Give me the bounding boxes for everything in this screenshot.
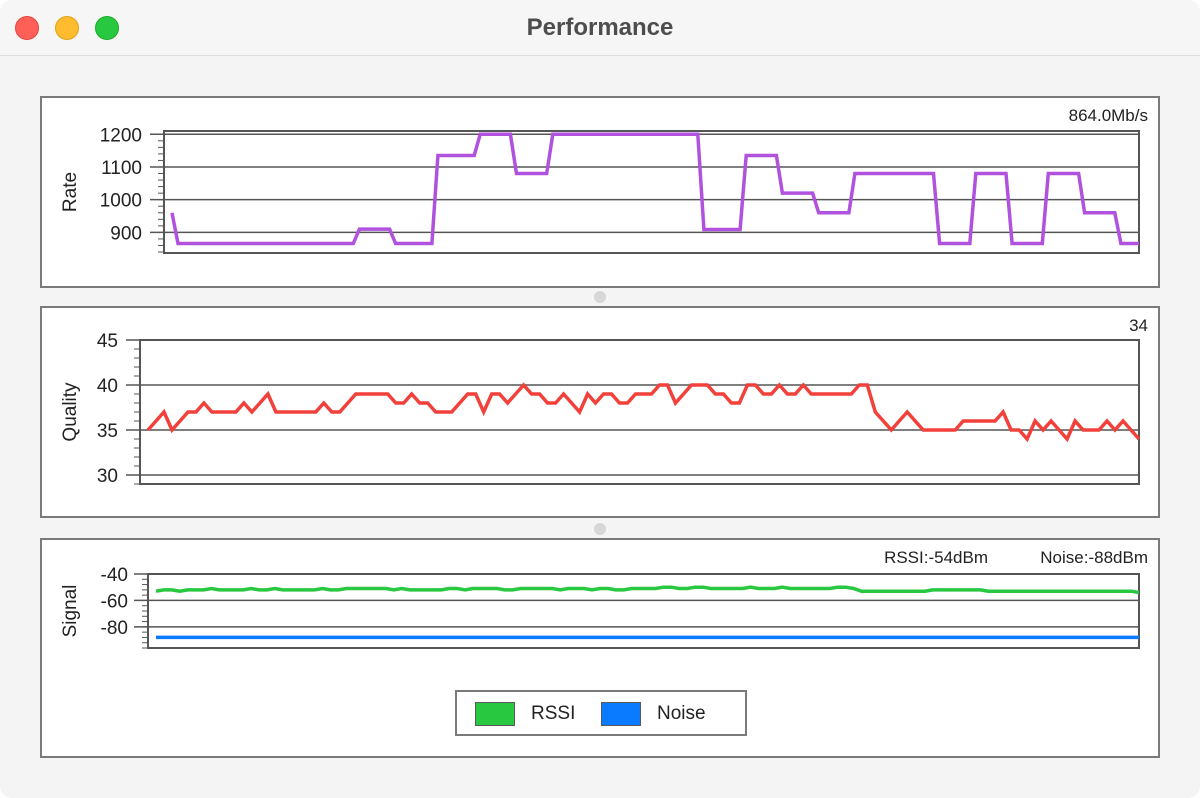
legend-noise-label: Noise [657,703,706,724]
zoom-button[interactable] [95,16,119,40]
quality-panel: 34 30 35 40 45 Quality [40,306,1160,518]
y-tick-label: 45 [97,331,118,352]
y-tick-label: 40 [97,376,118,397]
signal-chart: -40 -60 -80 Signal [60,565,1140,649]
rssi-swatch [475,702,515,726]
legend-rssi-label: RSSI [531,703,576,724]
rate-chart: 900 1000 1100 1200 Rate [60,125,1140,254]
rate-panel: 864.0Mb/s 900 1000 1100 1200 Rate [40,96,1160,288]
quality-readout: 34 [1129,316,1148,335]
plot-frame [163,130,1140,254]
title-bar[interactable]: Performance [0,0,1200,56]
window-title: Performance [526,14,674,41]
splitter-handle[interactable] [594,523,606,535]
y-tick-label: 900 [110,223,142,244]
quality-series-line [146,382,1141,443]
close-button[interactable] [15,16,39,40]
y-axis-label: Signal [60,585,81,638]
chart-legend: RSSI Noise [455,690,747,736]
rate-readout: 864.0Mb/s [1068,106,1148,125]
y-tick-label: -60 [101,591,128,612]
y-tick-label: 1200 [100,125,142,146]
signal-panel: RSSI:-54dBm Noise:-88dBm -40 -60 -80 Signal… [40,538,1160,758]
noise-readout: Noise:-88dBm [1040,548,1148,567]
splitter-handle[interactable] [594,291,606,303]
y-tick-label: 1000 [100,191,142,212]
y-tick-label: -40 [101,565,128,586]
y-tick-label: 35 [97,421,118,442]
quality-chart: 30 35 40 45 Quality [60,331,1141,487]
y-tick-label: -80 [101,618,128,639]
y-axis-label: Quality [60,382,81,442]
noise-swatch [601,702,641,726]
minimize-button[interactable] [55,16,79,40]
rssi-series-line [155,585,1140,595]
rssi-readout: RSSI:-54dBm [884,548,988,567]
rate-series-line [170,132,1139,246]
y-tick-label: 1100 [101,158,142,179]
y-tick-label: 30 [97,466,118,487]
y-axis-label: Rate [60,172,81,212]
